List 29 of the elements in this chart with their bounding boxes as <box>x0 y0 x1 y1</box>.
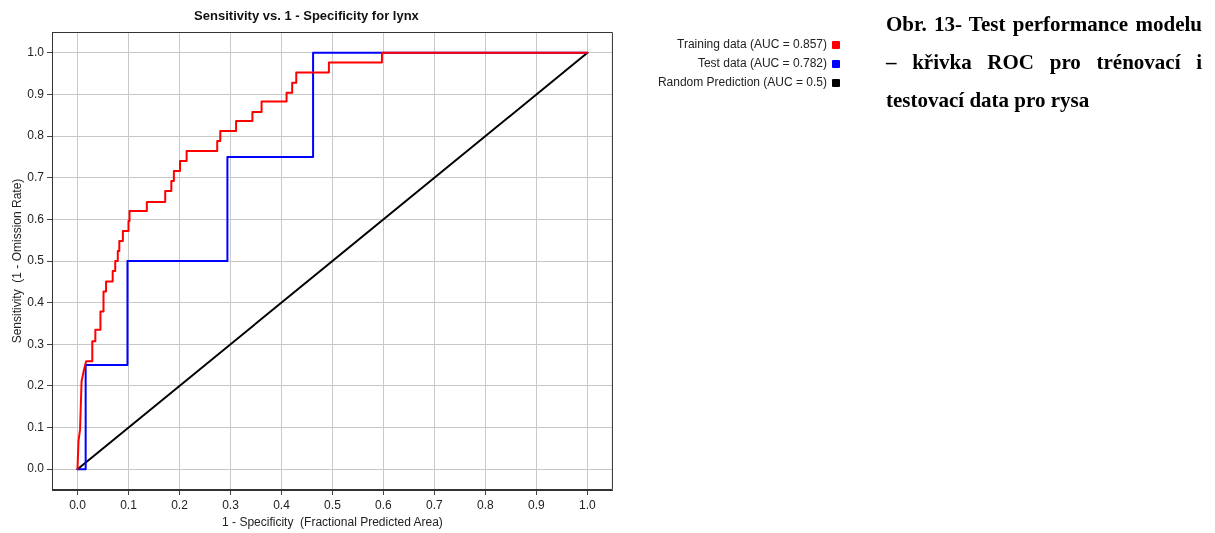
y-tick-label: 0.4 <box>27 294 45 309</box>
y-tick-label: 0.8 <box>27 128 45 143</box>
x-tick-label: 0.5 <box>324 497 342 512</box>
y-axis-title: Sensitivity (1 - Omission Rate) <box>9 178 24 344</box>
y-tick-label: 0.1 <box>27 419 45 434</box>
x-tick-label: 1.0 <box>579 497 597 512</box>
y-tick-label: 0.3 <box>27 336 45 351</box>
x-tick-label: 0.2 <box>171 497 189 512</box>
x-tick-label: 0.3 <box>222 497 240 512</box>
y-tick-label: 0.6 <box>27 211 45 226</box>
x-tick-label: 0.0 <box>69 497 87 512</box>
x-tick-label: 0.7 <box>426 497 444 512</box>
x-tick-label: 0.9 <box>528 497 546 512</box>
legend-label: Test data (AUC = 0.782) <box>697 56 827 71</box>
x-tick-label: 0.4 <box>273 497 291 512</box>
chart-title: Sensitivity vs. 1 - Specificity for lynx <box>194 7 420 23</box>
legend-label: Training data (AUC = 0.857) <box>677 37 827 52</box>
y-tick-label: 0.5 <box>27 253 45 268</box>
y-tick-label: 0.9 <box>27 86 45 101</box>
x-tick-label: 0.1 <box>120 497 138 512</box>
y-tick-label: 0.2 <box>27 378 45 393</box>
y-tick-label: 1.0 <box>27 45 45 60</box>
y-tick-label: 0.7 <box>27 170 45 185</box>
x-tick-label: 0.8 <box>477 497 495 512</box>
text: Obr. 13- Test performance modelu – křivka ROC pro trénovací i testovací data pro rysa <box>886 11 1202 114</box>
legend-label: Random Prediction (AUC = 0.5) <box>657 75 827 90</box>
y-tick-label: 0.0 <box>27 461 45 476</box>
x-axis-title: 1 - Specificity (Fractional Predicted Area) <box>222 515 443 530</box>
x-tick-label: 0.6 <box>375 497 393 512</box>
